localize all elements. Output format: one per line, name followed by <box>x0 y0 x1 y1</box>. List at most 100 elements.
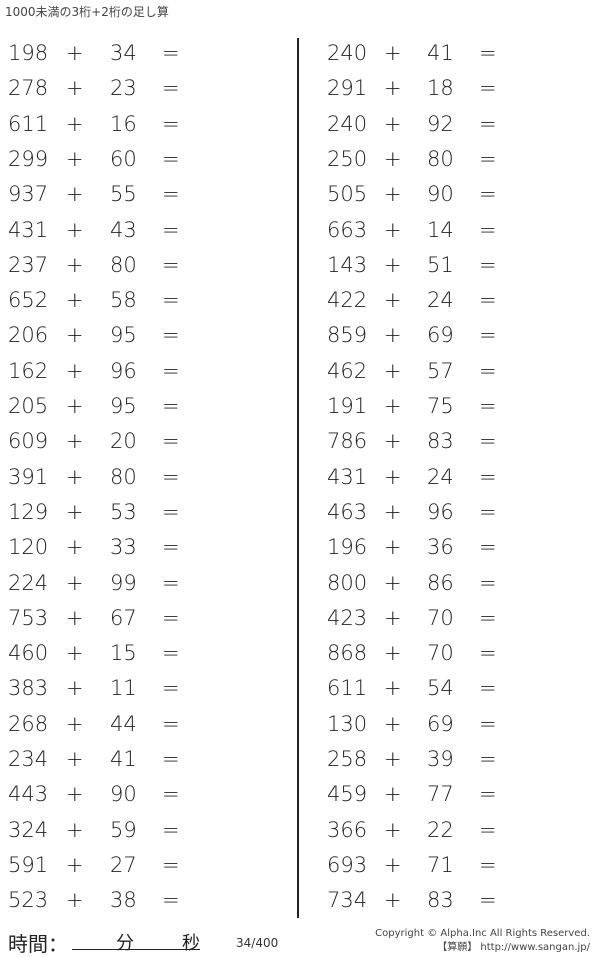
site-url: 【算願】 http://www.sangan.jp/ <box>437 942 590 953</box>
equals-sign: = <box>479 605 497 630</box>
equals-sign: = <box>162 146 180 171</box>
plus-sign: + <box>384 252 402 277</box>
equals-sign: = <box>479 429 497 454</box>
plus-sign: + <box>66 217 84 242</box>
second-operand: 75 <box>427 394 454 418</box>
plus-sign: + <box>384 676 402 701</box>
second-operand: 55 <box>110 182 137 207</box>
second-operand: 86 <box>427 570 454 595</box>
first-operand: 120 <box>8 535 49 560</box>
second-operand: 16 <box>110 111 137 136</box>
time-answer-line <box>72 949 200 950</box>
equals-sign: = <box>162 323 180 348</box>
first-operand: 591 <box>8 852 49 877</box>
equals-sign: = <box>162 217 180 242</box>
plus-sign: + <box>384 358 402 383</box>
first-operand: 196 <box>327 535 368 560</box>
plus-sign: + <box>66 711 84 736</box>
equals-sign: = <box>162 76 180 101</box>
plus-sign: + <box>384 605 402 630</box>
time-label: 時間： <box>8 932 68 956</box>
second-operand: 67 <box>110 605 137 630</box>
equals-sign: = <box>479 288 497 313</box>
first-operand: 130 <box>327 711 368 736</box>
equals-sign: = <box>162 535 180 560</box>
column-divider <box>297 38 299 918</box>
second-operand: 69 <box>427 711 454 736</box>
first-operand: 734 <box>327 888 368 913</box>
plus-sign: + <box>384 288 402 313</box>
plus-sign: + <box>384 76 402 101</box>
second-operand: 22 <box>427 817 454 842</box>
equals-sign: = <box>479 852 497 877</box>
equals-sign: = <box>162 182 180 207</box>
second-operand: 96 <box>427 499 454 524</box>
first-operand: 291 <box>327 76 368 101</box>
equals-sign: = <box>479 570 497 595</box>
first-operand: 366 <box>327 817 368 842</box>
first-operand: 224 <box>8 570 49 595</box>
second-operand: 70 <box>427 641 454 666</box>
first-operand: 234 <box>8 747 49 771</box>
equals-sign: = <box>162 782 180 807</box>
plus-sign: + <box>384 499 402 524</box>
first-operand: 505 <box>327 182 368 207</box>
second-operand: 41 <box>427 41 454 65</box>
second-operand: 83 <box>427 429 454 454</box>
equals-sign: = <box>479 888 497 913</box>
plus-sign: + <box>384 852 402 877</box>
equals-sign: = <box>162 888 180 913</box>
first-operand: 937 <box>8 182 49 207</box>
equals-sign: = <box>479 499 497 524</box>
plus-sign: + <box>66 394 84 418</box>
plus-sign: + <box>384 817 402 842</box>
equals-sign: = <box>162 111 180 136</box>
equals-sign: = <box>479 535 497 560</box>
second-operand: 34 <box>110 41 137 65</box>
equals-sign: = <box>479 711 497 736</box>
second-operand: 95 <box>110 323 137 348</box>
second-operand: 23 <box>110 76 137 101</box>
second-operand: 80 <box>110 252 137 277</box>
plus-sign: + <box>66 323 84 348</box>
equals-sign: = <box>162 676 180 701</box>
equals-sign: = <box>479 182 497 207</box>
second-operand: 36 <box>427 535 454 560</box>
equals-sign: = <box>162 358 180 383</box>
plus-sign: + <box>384 146 402 171</box>
first-operand: 652 <box>8 288 49 313</box>
plus-sign: + <box>384 782 402 807</box>
first-operand: 611 <box>327 676 368 701</box>
plus-sign: + <box>66 817 84 842</box>
first-operand: 663 <box>327 217 368 242</box>
second-operand: 51 <box>427 252 454 277</box>
second-operand: 99 <box>110 570 137 595</box>
first-operand: 611 <box>8 111 49 136</box>
first-operand: 800 <box>327 570 368 595</box>
equals-sign: = <box>162 499 180 524</box>
first-operand: 129 <box>8 499 49 524</box>
second-operand: 80 <box>427 146 454 171</box>
second-operand: 69 <box>427 323 454 348</box>
plus-sign: + <box>384 641 402 666</box>
first-operand: 240 <box>327 111 368 136</box>
first-operand: 205 <box>8 394 49 418</box>
plus-sign: + <box>66 888 84 913</box>
plus-sign: + <box>384 429 402 454</box>
seconds-label: 秒 <box>182 933 200 954</box>
equals-sign: = <box>162 747 180 771</box>
plus-sign: + <box>384 111 402 136</box>
plus-sign: + <box>66 429 84 454</box>
equals-sign: = <box>162 711 180 736</box>
second-operand: 39 <box>427 747 454 771</box>
second-operand: 53 <box>110 499 137 524</box>
second-operand: 90 <box>110 782 137 807</box>
first-operand: 459 <box>327 782 368 807</box>
first-operand: 250 <box>327 146 368 171</box>
equals-sign: = <box>479 41 497 65</box>
plus-sign: + <box>66 464 84 489</box>
second-operand: 15 <box>110 641 137 666</box>
equals-sign: = <box>162 41 180 65</box>
first-operand: 258 <box>327 747 368 771</box>
